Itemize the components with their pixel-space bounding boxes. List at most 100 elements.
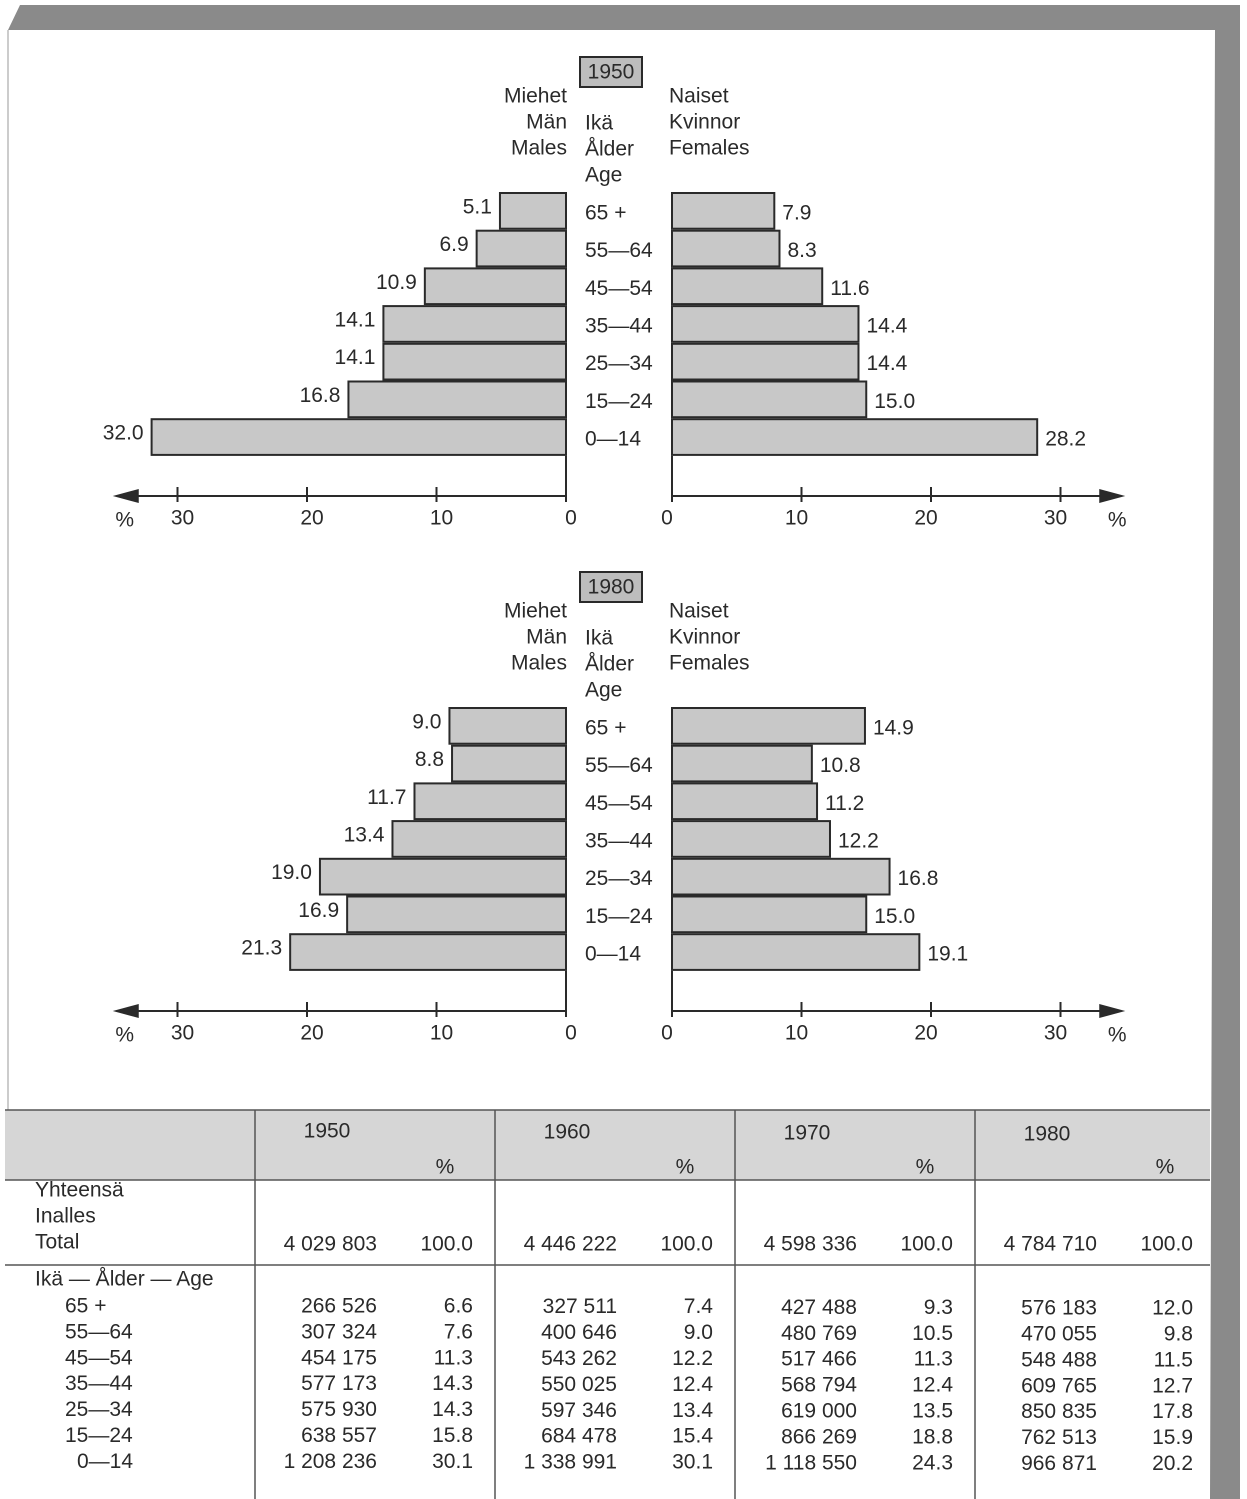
cell-count: 480 769 [781, 1322, 857, 1345]
cell-pct: 7.4 [684, 1295, 714, 1318]
row-age: 25—34 [65, 1398, 133, 1421]
cell-count: 1 118 550 [765, 1451, 857, 1474]
column-year: 1950 [304, 1120, 351, 1143]
cell-count: 470 055 [1021, 1323, 1097, 1346]
bar [671, 229, 781, 268]
cell-count: 619 000 [781, 1400, 857, 1423]
axis-arrow [112, 489, 139, 503]
category-label: 15—24 [585, 390, 653, 413]
value-label: 19.1 [927, 943, 968, 966]
center-label: Ålder [585, 653, 634, 676]
bar [448, 707, 568, 745]
column-year: 1960 [544, 1121, 591, 1144]
total-pct: 100.0 [420, 1233, 473, 1256]
value-label: 16.8 [300, 384, 341, 407]
bar [318, 857, 568, 896]
category-label: 25—34 [585, 867, 653, 890]
center-label: Ikä [585, 112, 613, 135]
axis-arrow [1099, 1004, 1126, 1018]
value-label: 11.6 [830, 277, 869, 300]
row-age: 45—54 [65, 1346, 133, 1369]
cell-count: 427 488 [781, 1296, 857, 1319]
bar [347, 380, 567, 419]
cell-pct: 14.3 [432, 1398, 473, 1421]
total-label: Total [35, 1231, 79, 1254]
x-tick-label: 20 [300, 507, 323, 530]
bar [671, 933, 921, 971]
cell-count: 577 173 [301, 1372, 377, 1395]
title-box [579, 56, 643, 88]
x-tick-label: 10 [785, 507, 808, 530]
right-label: Kvinnor [669, 626, 740, 649]
cell-pct: 11.3 [434, 1346, 473, 1369]
x-tick-label: 0 [565, 1022, 577, 1045]
x-tick-label: 20 [300, 1022, 323, 1045]
cell-count: 543 262 [541, 1347, 617, 1370]
bar [671, 380, 868, 419]
left-label: Män [526, 111, 567, 134]
cell-count: 327 511 [543, 1295, 617, 1318]
value-label: 12.2 [838, 829, 879, 852]
right-label: Naiset [669, 85, 729, 108]
cell-pct: 20.2 [1152, 1452, 1193, 1475]
cell-count: 1 338 991 [524, 1451, 617, 1474]
row-age: 0—14 [77, 1450, 133, 1473]
total-pct: 100.0 [660, 1233, 713, 1256]
value-label: 8.8 [415, 748, 444, 771]
bar [671, 820, 831, 858]
bar [671, 342, 860, 381]
bar [413, 782, 567, 821]
value-label: 21.3 [241, 937, 282, 960]
table-header-bg [5, 1110, 1210, 1180]
value-label: 15.0 [874, 390, 915, 413]
bar [150, 418, 567, 456]
right-label: Kvinnor [669, 111, 740, 134]
bar [451, 744, 568, 783]
bar [671, 857, 891, 896]
cell-pct: 15.4 [672, 1425, 713, 1448]
value-label: 32.0 [103, 422, 144, 445]
x-axis-unit: % [1108, 509, 1127, 532]
category-label: 35—44 [585, 829, 653, 852]
cell-pct: 9.0 [684, 1321, 713, 1344]
bar [671, 707, 866, 745]
chart-title: 1950 [588, 61, 635, 84]
value-label: 6.9 [439, 233, 468, 256]
total-label: Inalles [35, 1205, 96, 1228]
total-pct: 100.0 [1140, 1233, 1193, 1256]
center-label: Ålder [585, 138, 634, 161]
cell-pct: 12.4 [672, 1373, 713, 1396]
value-label: 14.4 [866, 314, 907, 337]
total-label: Yhteensä [35, 1179, 124, 1202]
bar [671, 418, 1039, 456]
column-pct: % [916, 1156, 935, 1179]
cell-count: 307 324 [301, 1320, 377, 1343]
value-label: 5.1 [463, 195, 492, 218]
column-pct: % [436, 1156, 455, 1179]
bar [671, 782, 819, 821]
value-label: 19.0 [271, 861, 312, 884]
category-label: 65 + [585, 201, 626, 224]
right-label: Naiset [669, 600, 729, 623]
value-label: 28.2 [1045, 428, 1086, 451]
total-count: 4 446 222 [524, 1233, 617, 1256]
cell-count: 400 646 [541, 1321, 617, 1344]
x-tick-label: 0 [661, 507, 673, 530]
left-label: Males [511, 652, 567, 675]
left-label: Miehet [504, 600, 567, 623]
value-label: 13.4 [344, 823, 385, 846]
column-year: 1980 [1024, 1123, 1071, 1146]
value-label: 8.3 [787, 239, 816, 262]
cell-pct: 11.5 [1154, 1348, 1193, 1371]
x-tick-label: 30 [1044, 507, 1067, 530]
x-tick-label: 20 [914, 507, 937, 530]
right-label: Females [669, 137, 750, 160]
value-label: 11.2 [825, 792, 864, 815]
cell-pct: 7.6 [444, 1320, 473, 1343]
category-label: 15—24 [585, 905, 653, 928]
category-label: 55—64 [585, 754, 653, 777]
cell-count: 548 488 [1021, 1348, 1097, 1371]
bar [346, 895, 567, 934]
